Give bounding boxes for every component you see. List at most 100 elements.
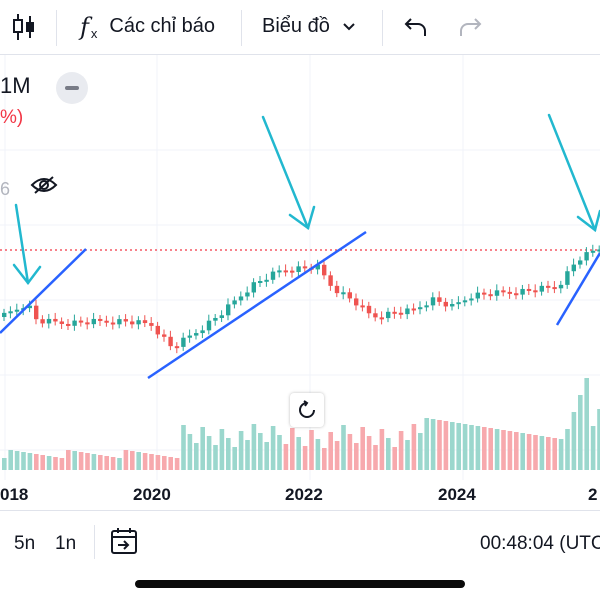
interval-label[interactable]: 1M (0, 73, 31, 98)
volume-bar (322, 448, 327, 470)
range-1y-button[interactable]: 1n (55, 533, 77, 554)
candle (66, 323, 71, 326)
volume-bar (110, 457, 116, 470)
arrow-1 (12, 203, 42, 286)
candle (514, 293, 519, 296)
go-to-date-button[interactable] (108, 527, 140, 562)
x-axis-label: 2 (588, 485, 598, 504)
candle (341, 292, 346, 295)
volume-bar (2, 458, 7, 470)
candle (315, 264, 320, 270)
volume-bar (462, 424, 468, 470)
volume-bar (354, 443, 359, 470)
candle (501, 290, 506, 293)
candle (258, 281, 263, 283)
candle (206, 320, 212, 331)
volume-bar (578, 395, 583, 470)
volume-bar (469, 425, 474, 470)
candle (277, 270, 282, 273)
volume-bar (539, 436, 545, 470)
chart-pane[interactable]: 1M %) 6 018 2020 2022 2024 2 (0, 55, 600, 510)
candle (456, 302, 461, 305)
volume-bar (501, 430, 506, 470)
volume-bar (347, 434, 353, 470)
candle (123, 319, 128, 322)
volume-bar (302, 446, 308, 470)
candle (411, 308, 416, 311)
volume-bar (475, 426, 481, 470)
range-5y-button[interactable]: 5n (14, 533, 36, 554)
price-chart[interactable] (0, 55, 600, 510)
candle (27, 305, 32, 309)
volume-bar (520, 433, 525, 470)
candle (443, 301, 448, 307)
volume-bar (238, 431, 244, 470)
change-percent: %) (0, 107, 24, 128)
candle (552, 287, 557, 290)
candle (354, 298, 359, 306)
candle (539, 285, 544, 292)
volume-bar (296, 437, 301, 470)
candle (130, 321, 135, 325)
volume-bar (386, 438, 391, 470)
volume-bar (117, 458, 122, 470)
candle (418, 307, 423, 310)
candle (469, 298, 474, 301)
candle (213, 317, 218, 321)
collapse-legend-button[interactable] (56, 72, 88, 104)
volume-bar (405, 440, 410, 470)
candle (571, 264, 576, 272)
volume-bar (59, 458, 65, 470)
reset-chart-button[interactable] (290, 393, 324, 427)
candle (347, 292, 352, 299)
volume-bar (136, 452, 141, 470)
clock-timezone[interactable]: 00:48:04 (UTC (480, 533, 600, 554)
candle (162, 334, 167, 337)
volume-bar (398, 431, 404, 470)
candle (168, 336, 173, 347)
candle (526, 288, 532, 291)
undo-button[interactable] (404, 16, 428, 38)
candle (110, 322, 116, 325)
candles-icon[interactable] (12, 12, 36, 42)
volume-bar (533, 435, 538, 470)
volume-bar (194, 443, 199, 470)
candle (155, 325, 160, 335)
candle (360, 305, 365, 308)
candle (72, 320, 77, 326)
volume-bar (366, 436, 372, 470)
candle (334, 285, 340, 294)
home-indicator (135, 580, 465, 588)
candle (149, 323, 154, 326)
candle (53, 318, 58, 322)
redo-button[interactable] (458, 16, 482, 38)
volume-bar (424, 418, 429, 470)
volume-bar (104, 456, 109, 470)
indicators-button[interactable]: f x Các chỉ báo (80, 12, 215, 42)
candle (117, 319, 122, 325)
volume-bar (66, 450, 71, 470)
candle (194, 333, 199, 336)
fx-sub-icon: x (90, 26, 98, 41)
chart-type-button[interactable]: Biểu đồ (262, 15, 356, 38)
volume-bar (334, 441, 340, 470)
volume-bar (206, 436, 212, 470)
volume-bar (488, 428, 493, 470)
candle (78, 320, 84, 323)
volume-bar (8, 450, 13, 470)
candle (46, 318, 52, 324)
volume-bar (482, 427, 487, 470)
candle (8, 311, 13, 314)
volume-bar (558, 439, 564, 470)
volume-bar (174, 458, 180, 470)
volume-bar (341, 425, 346, 470)
volume-bar (130, 451, 135, 470)
x-axis-label: 018 (0, 485, 29, 504)
eye-crossed-icon[interactable] (30, 175, 58, 200)
candle (430, 297, 436, 306)
volume-bar (123, 450, 129, 470)
chevron-down-icon (343, 22, 355, 30)
candle (386, 311, 391, 319)
volume-bar (565, 429, 570, 470)
candle (424, 305, 429, 308)
